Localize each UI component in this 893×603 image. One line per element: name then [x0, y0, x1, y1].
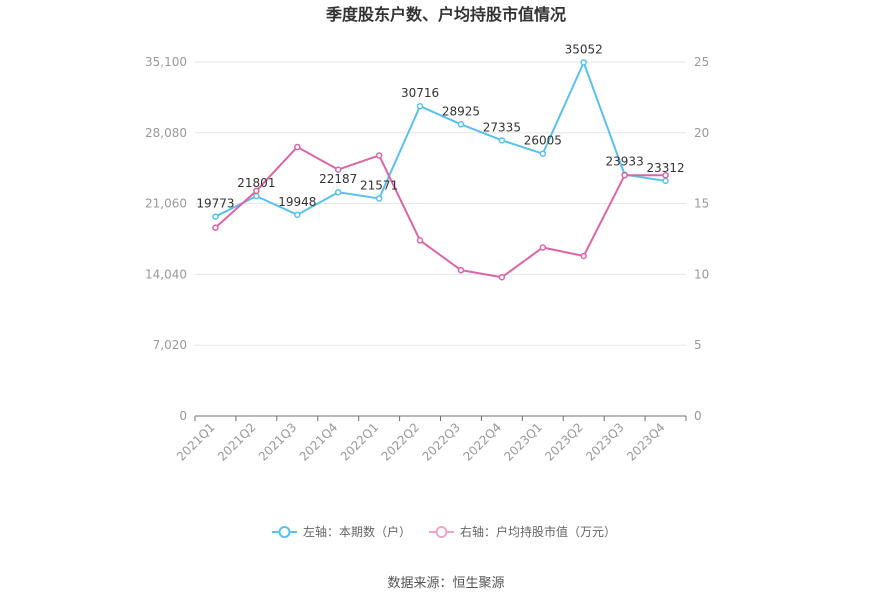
x-tick-label: 2023Q3 — [583, 420, 627, 464]
data-label: 26005 — [524, 134, 562, 148]
data-label: 21571 — [360, 178, 398, 192]
data-label: 19773 — [196, 197, 234, 211]
left-tick-label: 7,020 — [153, 338, 187, 352]
left-tick-label: 0 — [179, 409, 187, 423]
right-tick-label: 5 — [694, 338, 702, 352]
x-tick-label: 2023Q2 — [542, 420, 586, 464]
left-axis-ticks: 0 7,020 14,040 21,060 28,080 35,100 — [145, 55, 187, 423]
data-label: 23312 — [646, 161, 684, 175]
series-2-point — [498, 273, 506, 281]
legend: 左轴：本期数（户） 右轴：户均持股市值（万元） — [272, 524, 616, 539]
series-layer — [212, 59, 669, 281]
series-2-point — [580, 252, 587, 260]
series-2-point — [621, 172, 628, 179]
right-tick-label: 15 — [694, 197, 709, 211]
data-label: 23933 — [606, 155, 644, 169]
data-label: 27335 — [483, 120, 521, 134]
data-label: 21801 — [237, 176, 275, 190]
x-tick-label: 2022Q2 — [379, 420, 423, 464]
source-note: 数据来源：恒生聚源 — [387, 576, 504, 591]
data-label: 35052 — [565, 42, 603, 56]
left-tick-label: 21,060 — [145, 197, 187, 211]
right-tick-label: 25 — [694, 55, 709, 69]
series-2-point — [212, 224, 219, 231]
series-2-point — [457, 266, 465, 274]
legend-label: 右轴：户均持股市值（万元） — [460, 524, 616, 539]
series-2-point — [416, 237, 424, 244]
series-2-point — [334, 166, 342, 173]
left-tick-label: 14,040 — [145, 267, 187, 281]
series-2-point — [375, 152, 383, 159]
right-tick-label: 20 — [694, 126, 709, 140]
right-tick-label: 10 — [694, 267, 709, 281]
x-tick-label: 2022Q4 — [460, 420, 504, 464]
x-tick-label: 2021Q2 — [215, 420, 259, 464]
chart-title: 季度股东户数、户均持股市值情况 — [325, 5, 566, 24]
series-2-point — [253, 187, 260, 195]
right-axis-ticks: 0 5 10 15 20 25 — [694, 55, 709, 423]
series-1-point — [662, 177, 669, 185]
series-1-point — [539, 150, 547, 157]
series-1-point — [294, 211, 301, 219]
x-tick-label: 2022Q1 — [338, 420, 382, 464]
series-line-2 — [214, 145, 666, 279]
right-tick-label: 0 — [694, 409, 702, 423]
series-2-point — [662, 172, 669, 179]
legend-swatch-marker — [435, 526, 448, 538]
left-tick-label: 28,080 — [145, 126, 187, 140]
legend-label: 左轴：本期数（户） — [303, 524, 411, 539]
x-tick-label: 2021Q4 — [297, 420, 341, 464]
series-1-point — [334, 188, 342, 196]
series-2-point — [294, 143, 301, 151]
x-tick-label: 2021Q3 — [256, 420, 300, 464]
x-tick-label: 2023Q4 — [624, 420, 668, 464]
series-1-point — [580, 59, 587, 66]
data-label: 22187 — [319, 172, 357, 186]
series-2-point — [539, 244, 547, 251]
x-axis: 2021Q12021Q22021Q32021Q42022Q12022Q22022… — [174, 415, 687, 464]
series-line-1 — [215, 61, 666, 218]
legend-swatch-marker — [278, 526, 291, 538]
x-tick-label: 2021Q1 — [174, 420, 218, 464]
series-1-point — [498, 137, 506, 144]
series-1-point — [457, 121, 465, 128]
grid-lines — [195, 61, 686, 346]
series-1-point — [253, 192, 260, 200]
data-label: 30716 — [401, 86, 439, 100]
series-1-point — [416, 102, 424, 110]
left-tick-label: 35,100 — [145, 55, 187, 69]
x-tick-label: 2022Q3 — [420, 420, 464, 464]
data-label: 28925 — [442, 104, 480, 118]
x-tick-label: 2023Q1 — [501, 420, 545, 464]
series-1-point — [375, 195, 383, 202]
series-1-point — [212, 213, 219, 220]
data-label: 19948 — [278, 195, 316, 209]
